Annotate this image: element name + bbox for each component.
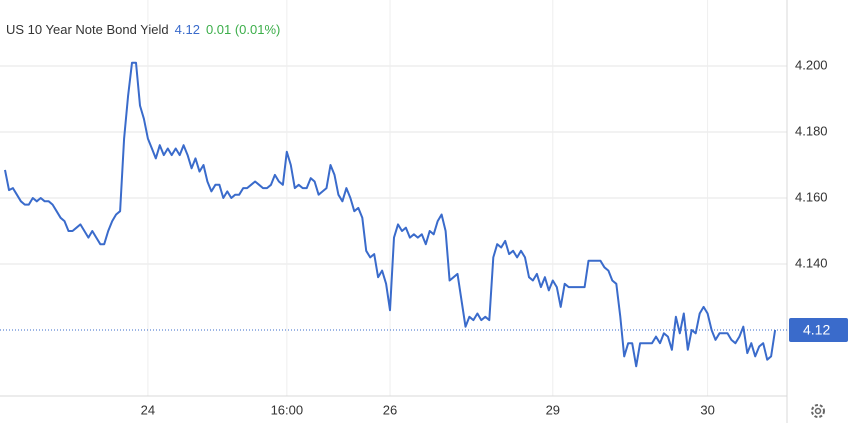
chart-title: US 10 Year Note Bond Yield 4.12 0.01 (0.01… [6, 22, 280, 37]
last-value-label: 4.12 [803, 322, 830, 338]
y-tick-label: 4.160 [795, 189, 828, 204]
x-tick-label: 24 [141, 402, 155, 417]
x-tick-label: 16:00 [271, 402, 304, 417]
y-tick-label: 4.180 [795, 123, 828, 138]
gear-inner [814, 407, 822, 415]
x-tick-label: 26 [383, 402, 397, 417]
settings-icon[interactable] [811, 404, 825, 418]
change: 0.01 (0.01%) [206, 22, 280, 37]
price: 4.12 [175, 22, 200, 37]
x-tick-label: 30 [700, 402, 714, 417]
last-value-box [789, 318, 848, 342]
y-tick-label: 4.140 [795, 255, 828, 270]
gear-outer [811, 404, 825, 418]
y-tick-label: 4.200 [795, 57, 828, 72]
x-tick-label: 29 [546, 402, 560, 417]
price-line [4, 61, 777, 368]
title: US 10 Year Note Bond Yield [6, 22, 169, 37]
